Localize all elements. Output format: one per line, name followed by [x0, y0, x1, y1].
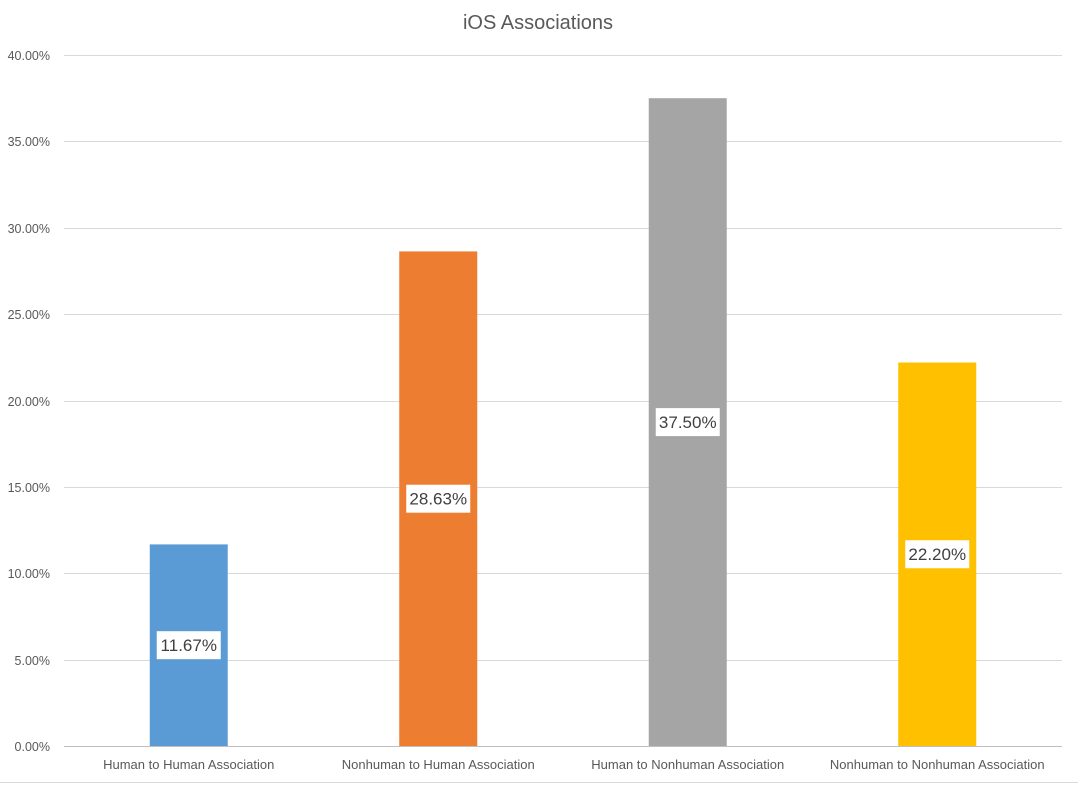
data-labels: 11.67% 28.63% 37.50% 22.20% [156, 408, 970, 660]
data-label-box [156, 631, 221, 660]
y-tick-label: 20.00% [8, 395, 50, 409]
bars [149, 98, 977, 746]
data-label-box [905, 540, 970, 569]
x-tick-label: Nonhuman to Human Association [342, 757, 535, 772]
data-label-box [655, 408, 720, 437]
data-label: 22.20% [908, 545, 966, 564]
y-tick-label: 40.00% [8, 49, 50, 63]
y-axis-ticks: 0.00% 5.00% 10.00% 15.00% 20.00% 25.00% 30.00%… [8, 49, 50, 754]
y-tick-label: 5.00% [15, 654, 50, 668]
y-tick-label: 25.00% [8, 308, 50, 322]
data-label: 37.50% [659, 413, 717, 432]
data-label-box [406, 484, 471, 513]
bottom-border [0, 782, 1078, 783]
y-tick-label: 35.00% [8, 135, 50, 149]
data-label: 28.63% [409, 490, 467, 509]
x-tick-label: Human to Nonhuman Association [591, 757, 784, 772]
gridlines [64, 55, 1062, 747]
x-tick-label: Nonhuman to Nonhuman Association [830, 757, 1045, 772]
chart-title: iOS Associations [463, 12, 613, 34]
x-axis-ticks: Human to Human Association Nonhuman to Hu… [103, 757, 1044, 772]
y-tick-label: 30.00% [8, 222, 50, 236]
x-tick-label: Human to Human Association [103, 757, 274, 772]
y-tick-label: 15.00% [8, 481, 50, 495]
y-tick-label: 10.00% [8, 567, 50, 581]
y-tick-label: 0.00% [15, 740, 50, 754]
data-label: 11.67% [161, 636, 217, 655]
